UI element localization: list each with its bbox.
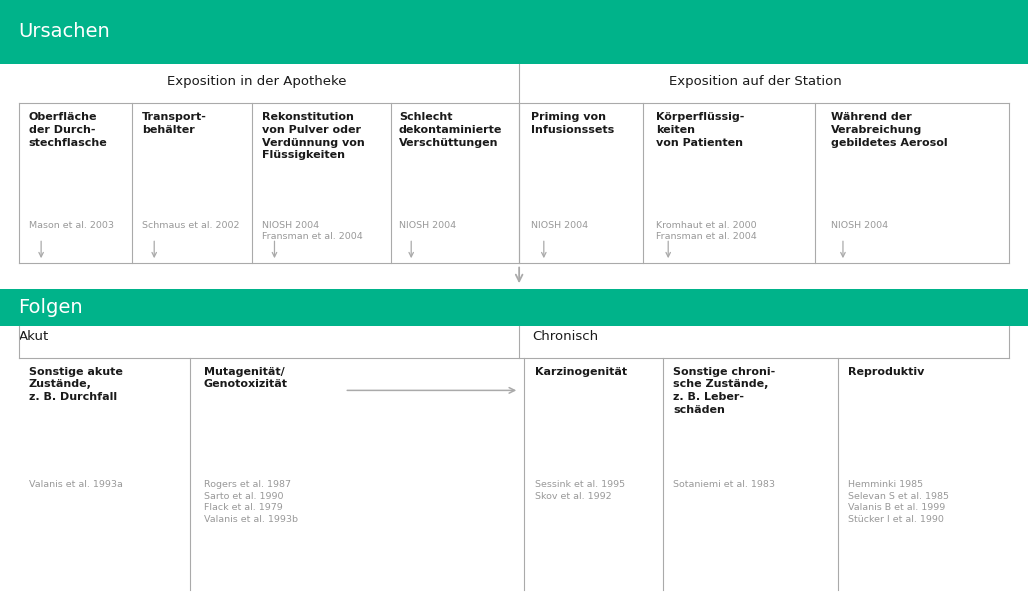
Text: Chronisch: Chronisch [533,330,598,343]
Text: Körperflüssig-
keiten
von Patienten: Körperflüssig- keiten von Patienten [656,112,744,148]
Text: Akut: Akut [19,330,48,343]
Text: Rogers et al. 1987
Sarto et al. 1990
Flack et al. 1979
Valanis et al. 1993b: Rogers et al. 1987 Sarto et al. 1990 Fla… [204,480,297,524]
Text: NIOSH 2004: NIOSH 2004 [399,221,456,229]
Bar [0,289,1028,326]
Text: Transport-
behälter: Transport- behälter [142,112,207,135]
Text: Exposition in der Apotheke: Exposition in der Apotheke [168,75,346,88]
Text: Ursachen: Ursachen [19,23,110,41]
Text: Reproduktiv: Reproduktiv [848,367,924,377]
Text: Priming von
Infusionssets: Priming von Infusionssets [531,112,615,135]
Text: Mutagenität/
Genotoxizität: Mutagenität/ Genotoxizität [204,367,288,389]
Text: NIOSH 2004: NIOSH 2004 [831,221,888,229]
Text: Schmaus et al. 2002: Schmaus et al. 2002 [142,221,240,229]
Text: Sessink et al. 1995
Skov et al. 1992: Sessink et al. 1995 Skov et al. 1992 [535,480,625,501]
Text: Sonstige akute
Zustände,
z. B. Durchfall: Sonstige akute Zustände, z. B. Durchfall [29,367,122,402]
Text: NIOSH 2004: NIOSH 2004 [531,221,589,229]
Text: NIOSH 2004
Fransman et al. 2004: NIOSH 2004 Fransman et al. 2004 [262,221,363,241]
Text: Sotaniemi et al. 1983: Sotaniemi et al. 1983 [673,480,775,489]
Bar [0,0,1028,64]
Text: Valanis et al. 1993a: Valanis et al. 1993a [29,480,122,489]
Text: Mason et al. 2003: Mason et al. 2003 [29,221,114,229]
Text: Karzinogenität: Karzinogenität [535,367,627,377]
Text: Kromhaut et al. 2000
Fransman et al. 2004: Kromhaut et al. 2000 Fransman et al. 200… [656,221,757,241]
Text: Hemminki 1985
Selevan S et al. 1985
Valanis B et al. 1999
Stücker I et al. 1990: Hemminki 1985 Selevan S et al. 1985 Vala… [848,480,949,524]
Text: Exposition auf der Station: Exposition auf der Station [669,75,842,88]
Text: Oberfläche
der Durch-
stechflasche: Oberfläche der Durch- stechflasche [29,112,108,148]
Text: Folgen: Folgen [19,298,83,317]
Text: Sonstige chroni-
sche Zustände,
z. B. Leber-
schäden: Sonstige chroni- sche Zustände, z. B. Le… [673,367,775,415]
Text: Während der
Verabreichung
gebildetes Aerosol: Während der Verabreichung gebildetes Aer… [831,112,947,148]
Text: Schlecht
dekontaminierte
Verschüttungen: Schlecht dekontaminierte Verschüttungen [399,112,503,148]
Text: Rekonstitution
von Pulver oder
Verdünnung von
Flüssigkeiten: Rekonstitution von Pulver oder Verdünnun… [262,112,365,160]
